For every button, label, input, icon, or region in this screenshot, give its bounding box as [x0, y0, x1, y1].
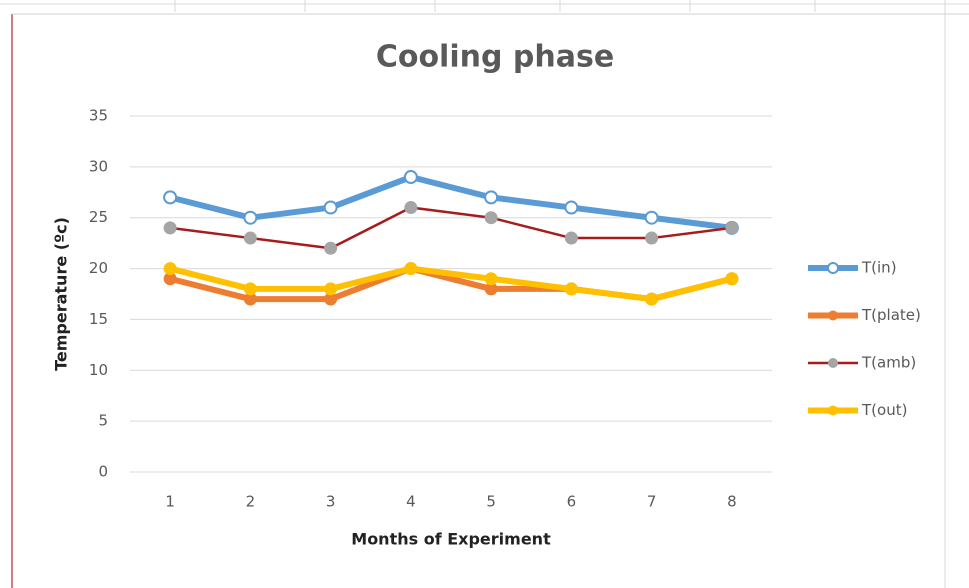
- series-marker: [404, 201, 418, 215]
- series-marker: [564, 231, 578, 245]
- series-marker: [243, 231, 257, 245]
- series-marker: [163, 262, 177, 276]
- legend-label: T(plate): [861, 306, 921, 324]
- series-marker: [404, 262, 418, 276]
- series-marker: [484, 211, 498, 225]
- x-tick-label: 5: [486, 493, 496, 511]
- chart-title: Cooling phase: [376, 40, 614, 75]
- y-tick-label: 35: [89, 107, 108, 125]
- series-marker: [645, 231, 659, 245]
- series-marker: [243, 282, 257, 296]
- series-marker: [484, 190, 499, 205]
- y-tick-label: 25: [89, 208, 108, 226]
- series-marker: [324, 282, 338, 296]
- series-marker: [243, 210, 258, 225]
- series-marker: [324, 292, 338, 306]
- y-tick-label: 0: [98, 463, 108, 481]
- x-tick-label: 7: [647, 493, 657, 511]
- y-tick-label: 30: [89, 157, 108, 175]
- y-tick-label: 20: [89, 259, 108, 277]
- x-tick-label: 8: [727, 493, 737, 511]
- legend-label: T(out): [861, 401, 907, 419]
- series-marker: [243, 292, 257, 306]
- x-tick-label: 1: [165, 493, 175, 511]
- legend-marker: [828, 405, 838, 416]
- y-axis-label: Temperature (ºc): [52, 217, 71, 371]
- legend-label: T(amb): [861, 354, 916, 372]
- series-marker: [645, 292, 659, 306]
- legend-marker: [828, 358, 838, 368]
- series-marker: [725, 272, 739, 286]
- series-marker: [324, 241, 338, 255]
- legend-marker: [828, 310, 838, 321]
- x-tick-label: 6: [567, 493, 577, 511]
- series-marker: [323, 200, 338, 215]
- series-marker: [644, 210, 659, 225]
- y-tick-label: 5: [98, 412, 108, 430]
- y-tick-label: 10: [89, 361, 108, 379]
- x-tick-label: 4: [406, 493, 416, 511]
- legend-marker: [827, 262, 839, 274]
- x-tick-label: 2: [246, 493, 256, 511]
- series-line: [169, 174, 733, 231]
- series-marker: [403, 170, 418, 185]
- series-marker: [484, 272, 498, 286]
- series-marker: [163, 190, 178, 205]
- series-marker: [564, 200, 579, 215]
- series-line: [169, 206, 733, 250]
- y-tick-label: 15: [89, 310, 108, 328]
- x-axis-label: Months of Experiment: [351, 530, 551, 549]
- x-tick-label: 3: [326, 493, 336, 511]
- series-marker: [725, 221, 739, 235]
- series-line: [169, 265, 733, 303]
- series-marker: [564, 282, 578, 296]
- series-marker: [484, 282, 498, 296]
- series-marker: [163, 272, 177, 286]
- series-marker: [163, 221, 177, 235]
- legend-label: T(in): [861, 259, 897, 277]
